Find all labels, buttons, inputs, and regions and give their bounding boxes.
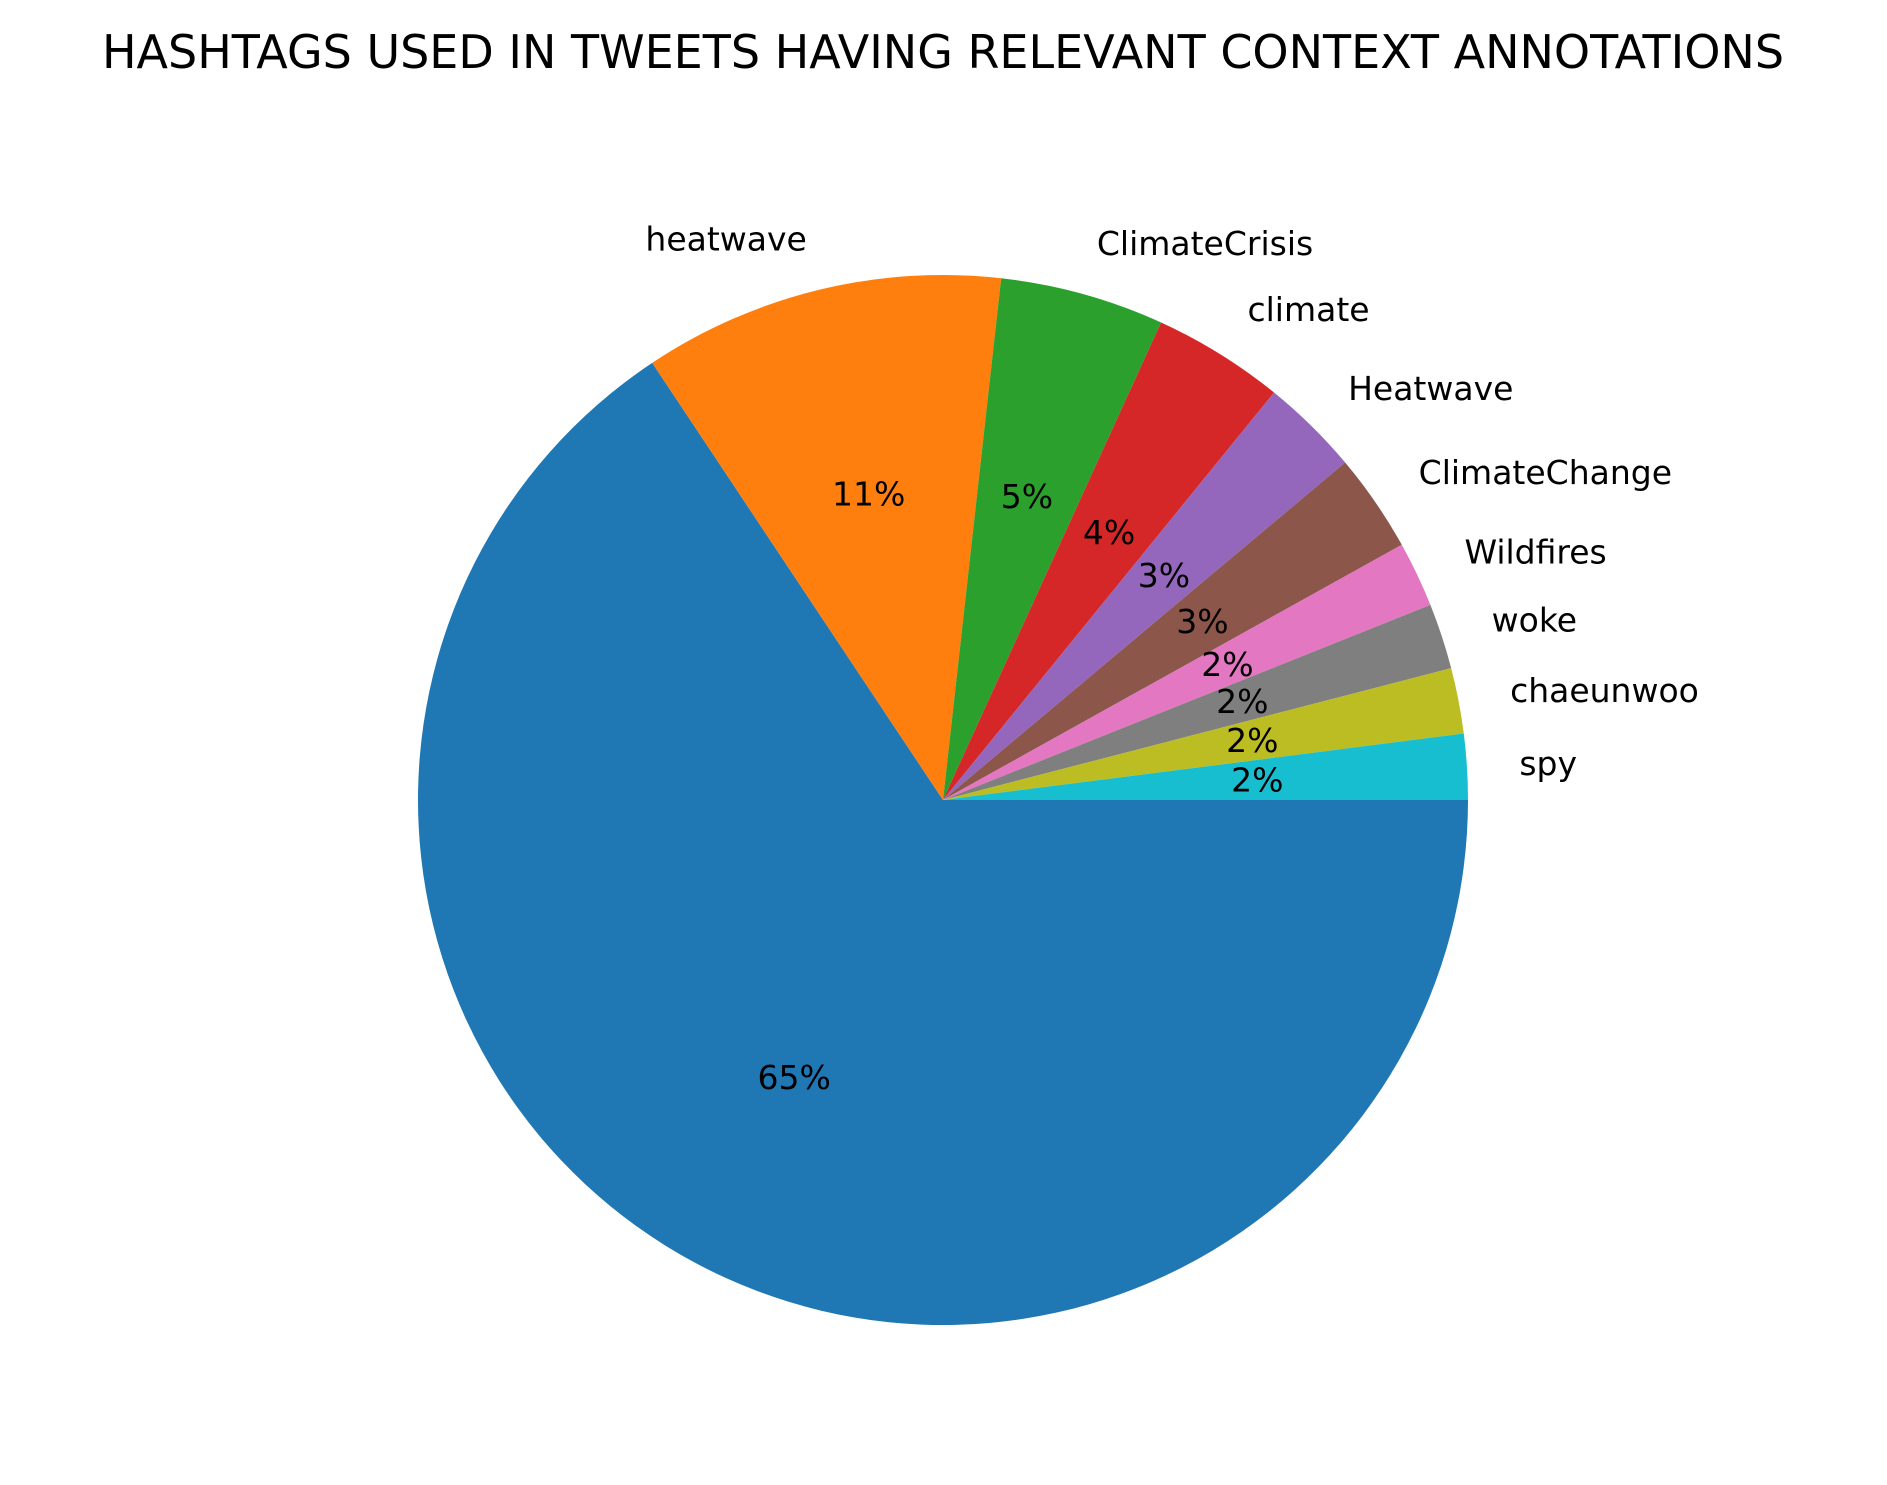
slice-label-spy-9: spy [1519,744,1577,783]
slice-label-climatechange-5: ClimateChange [1419,453,1672,492]
pie-slices [417,274,1468,1325]
slice-label-wildfires-6: Wildfires [1464,532,1606,571]
pie-slice-climatecrisis-2 [943,278,1162,800]
pct-label-wildfires-6: 2% [1201,645,1253,684]
pct-label-unlabeled-0: 65% [758,1058,831,1097]
slice-label-climatecrisis-2: ClimateCrisis [1097,224,1313,263]
pct-label-climatechange-5: 3% [1176,602,1228,641]
pct-label-spy-9: 2% [1231,761,1283,800]
pie-slice-climatechange-5 [943,462,1402,800]
pie-slice-spy-9 [943,733,1468,800]
pct-label-chaeunwoo-8: 2% [1226,721,1278,760]
pie-labels: 65% 11% heatwave 5% ClimateCrisis 4% climate 3%… [645,219,1698,1097]
pie-slice-heatwave-4 [943,392,1346,800]
pie-slice-climate-3 [943,322,1275,800]
pct-label-heatwave-4: 3% [1138,556,1190,595]
pie-slice-wildfires-6 [943,544,1431,800]
slice-label-heatwave-1: heatwave [645,219,806,258]
pie-slice-unlabeled-0 [417,362,1468,1325]
pct-label-woke-7: 2% [1216,682,1268,721]
chart-title: HASHTAGS USED IN TWEETS HAVING RELEVANT … [102,25,1784,79]
slice-label-climate-3: climate [1247,290,1369,329]
slice-label-woke-7: woke [1492,600,1577,639]
pie-slice-heatwave-1 [652,274,1002,800]
pct-label-climate-3: 4% [1083,513,1135,552]
pct-label-climatecrisis-2: 5% [1001,477,1053,516]
slice-label-chaeunwoo-8: chaeunwoo [1510,671,1699,710]
pct-label-heatwave-1: 11% [832,474,905,513]
slice-label-heatwave-4: Heatwave [1348,369,1513,408]
pie-slice-chaeunwoo-8 [943,668,1464,800]
pie-slice-woke-7 [943,604,1452,800]
